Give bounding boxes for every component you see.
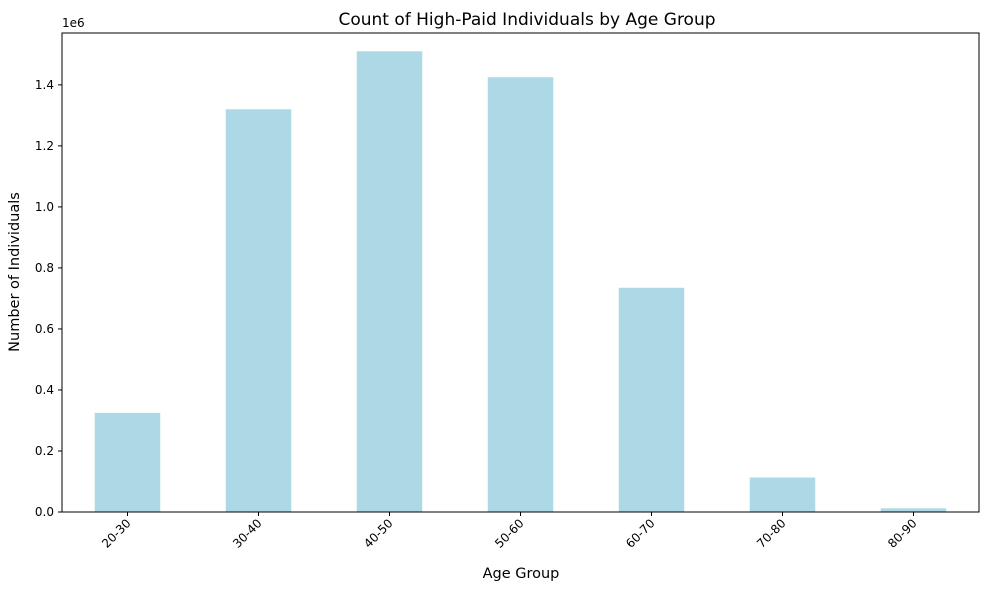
y-tick-label: 0.2 [35,444,54,458]
x-tick-label: 80-90 [885,516,920,551]
x-axis-title: Age Group [483,566,560,582]
bar-40-50 [356,51,423,513]
y-tick-label: 0.4 [35,383,54,397]
x-tick-label: 40-50 [361,516,396,551]
bar-30-40 [225,109,292,512]
plot-area: 0.0 0.2 0.4 0.6 0.8 1.0 1.2 1.4 20-30 30-40 40-50 5… [35,32,980,551]
y-tick-label: 0.6 [35,322,54,336]
y-offset-label: 1e6 [62,16,85,30]
bar-60-70 [618,287,685,512]
x-tick-label: 50-60 [492,516,527,551]
axes-frame [61,32,980,513]
bar-80-90 [880,508,947,512]
y-tick-label: 0.0 [35,505,54,519]
y-tick-label: 0.8 [35,261,54,275]
y-tick-label: 1.2 [35,139,54,153]
x-tick-label: 60-70 [623,516,658,551]
bar-20-30 [94,412,161,512]
y-tick-label: 1.0 [35,200,54,214]
y-tick-label: 1.4 [35,78,54,92]
x-tick-label: 20-30 [99,516,134,551]
chart-title: Count of High-Paid Individuals by Age Gr… [338,10,715,30]
x-tick-label: 30-40 [230,516,265,551]
bar-70-80 [749,477,816,512]
x-tick-label: 70-80 [754,516,789,551]
y-axis-title: Number of Individuals [7,192,23,352]
bar-50-60 [487,77,554,512]
